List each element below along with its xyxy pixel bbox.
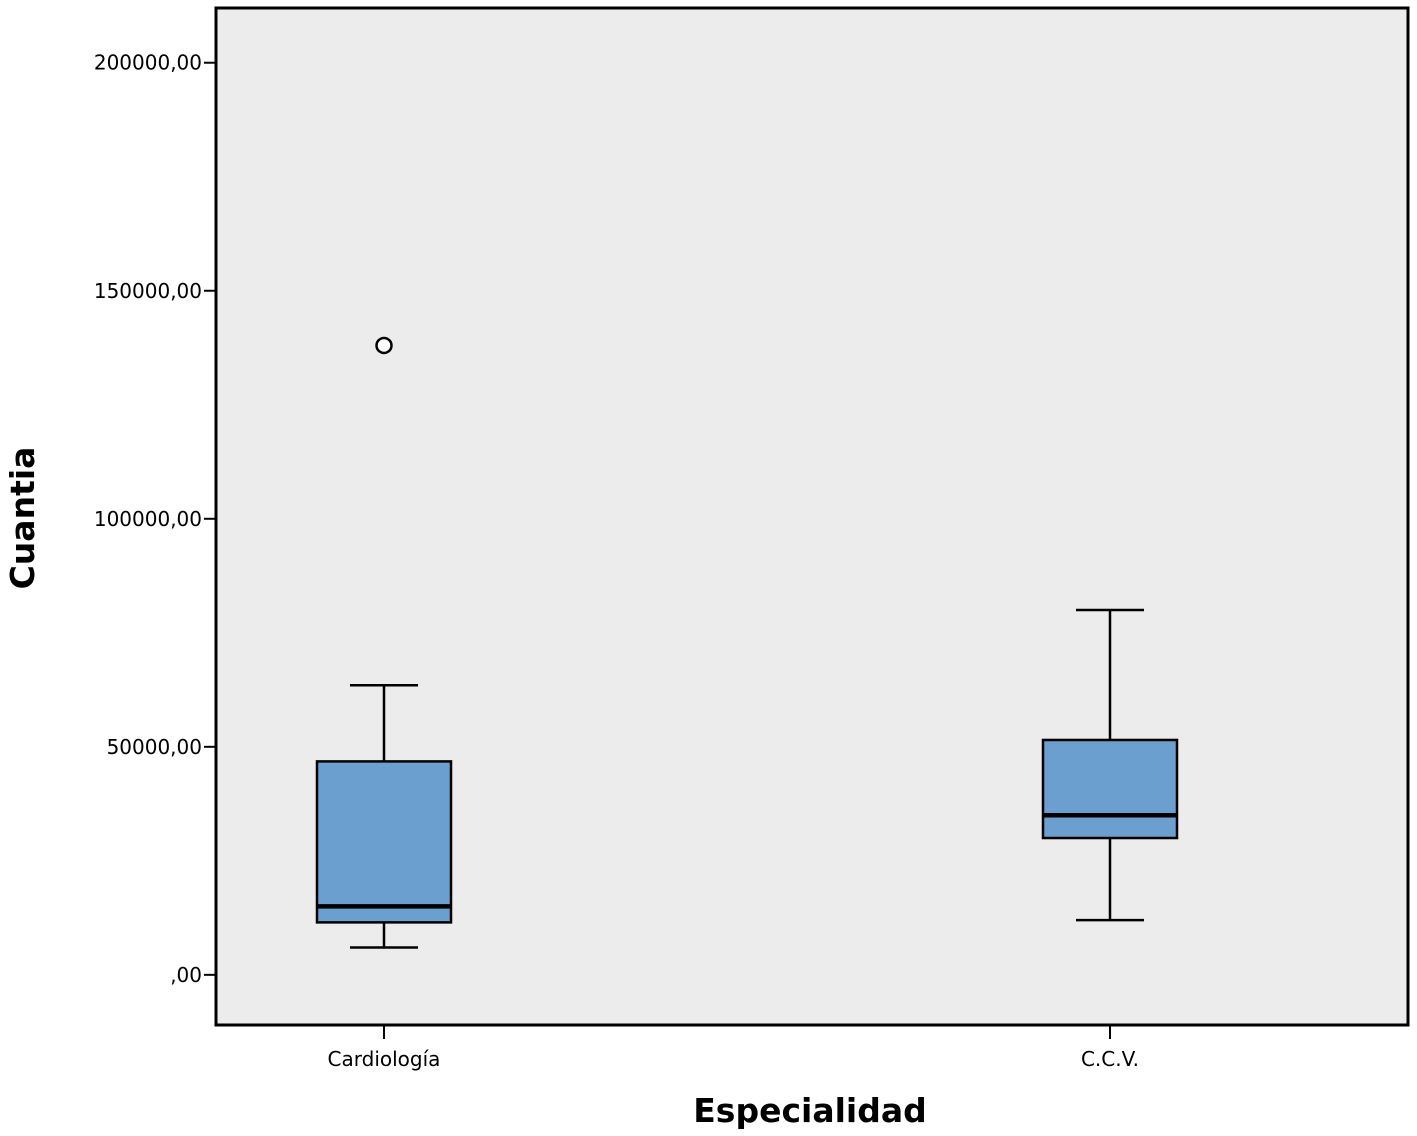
- x-tick-label: C.C.V.: [1081, 1047, 1139, 1071]
- y-tick-label: 150000,00: [94, 279, 202, 303]
- y-axis: ,00 50000,00 100000,00 150000,00 200000,00: [94, 51, 216, 987]
- x-axis-title: Especialidad: [693, 1091, 926, 1130]
- outlier-point: [375, 336, 393, 355]
- y-axis-title: Cuantia: [3, 447, 42, 590]
- boxes: [315, 336, 1179, 949]
- y-tick-label: 50000,00: [107, 735, 202, 759]
- box-group: [1041, 608, 1179, 922]
- box-iqr: [1041, 738, 1179, 840]
- box-group: [315, 336, 453, 949]
- box-iqr: [315, 760, 453, 924]
- y-tick-label: ,00: [170, 963, 202, 987]
- x-tick-label: Cardiología: [328, 1047, 441, 1071]
- y-tick-label: 200000,00: [94, 51, 202, 75]
- y-tick-label: 100000,00: [94, 507, 202, 531]
- x-axis: Cardiología C.C.V.: [328, 1025, 1139, 1071]
